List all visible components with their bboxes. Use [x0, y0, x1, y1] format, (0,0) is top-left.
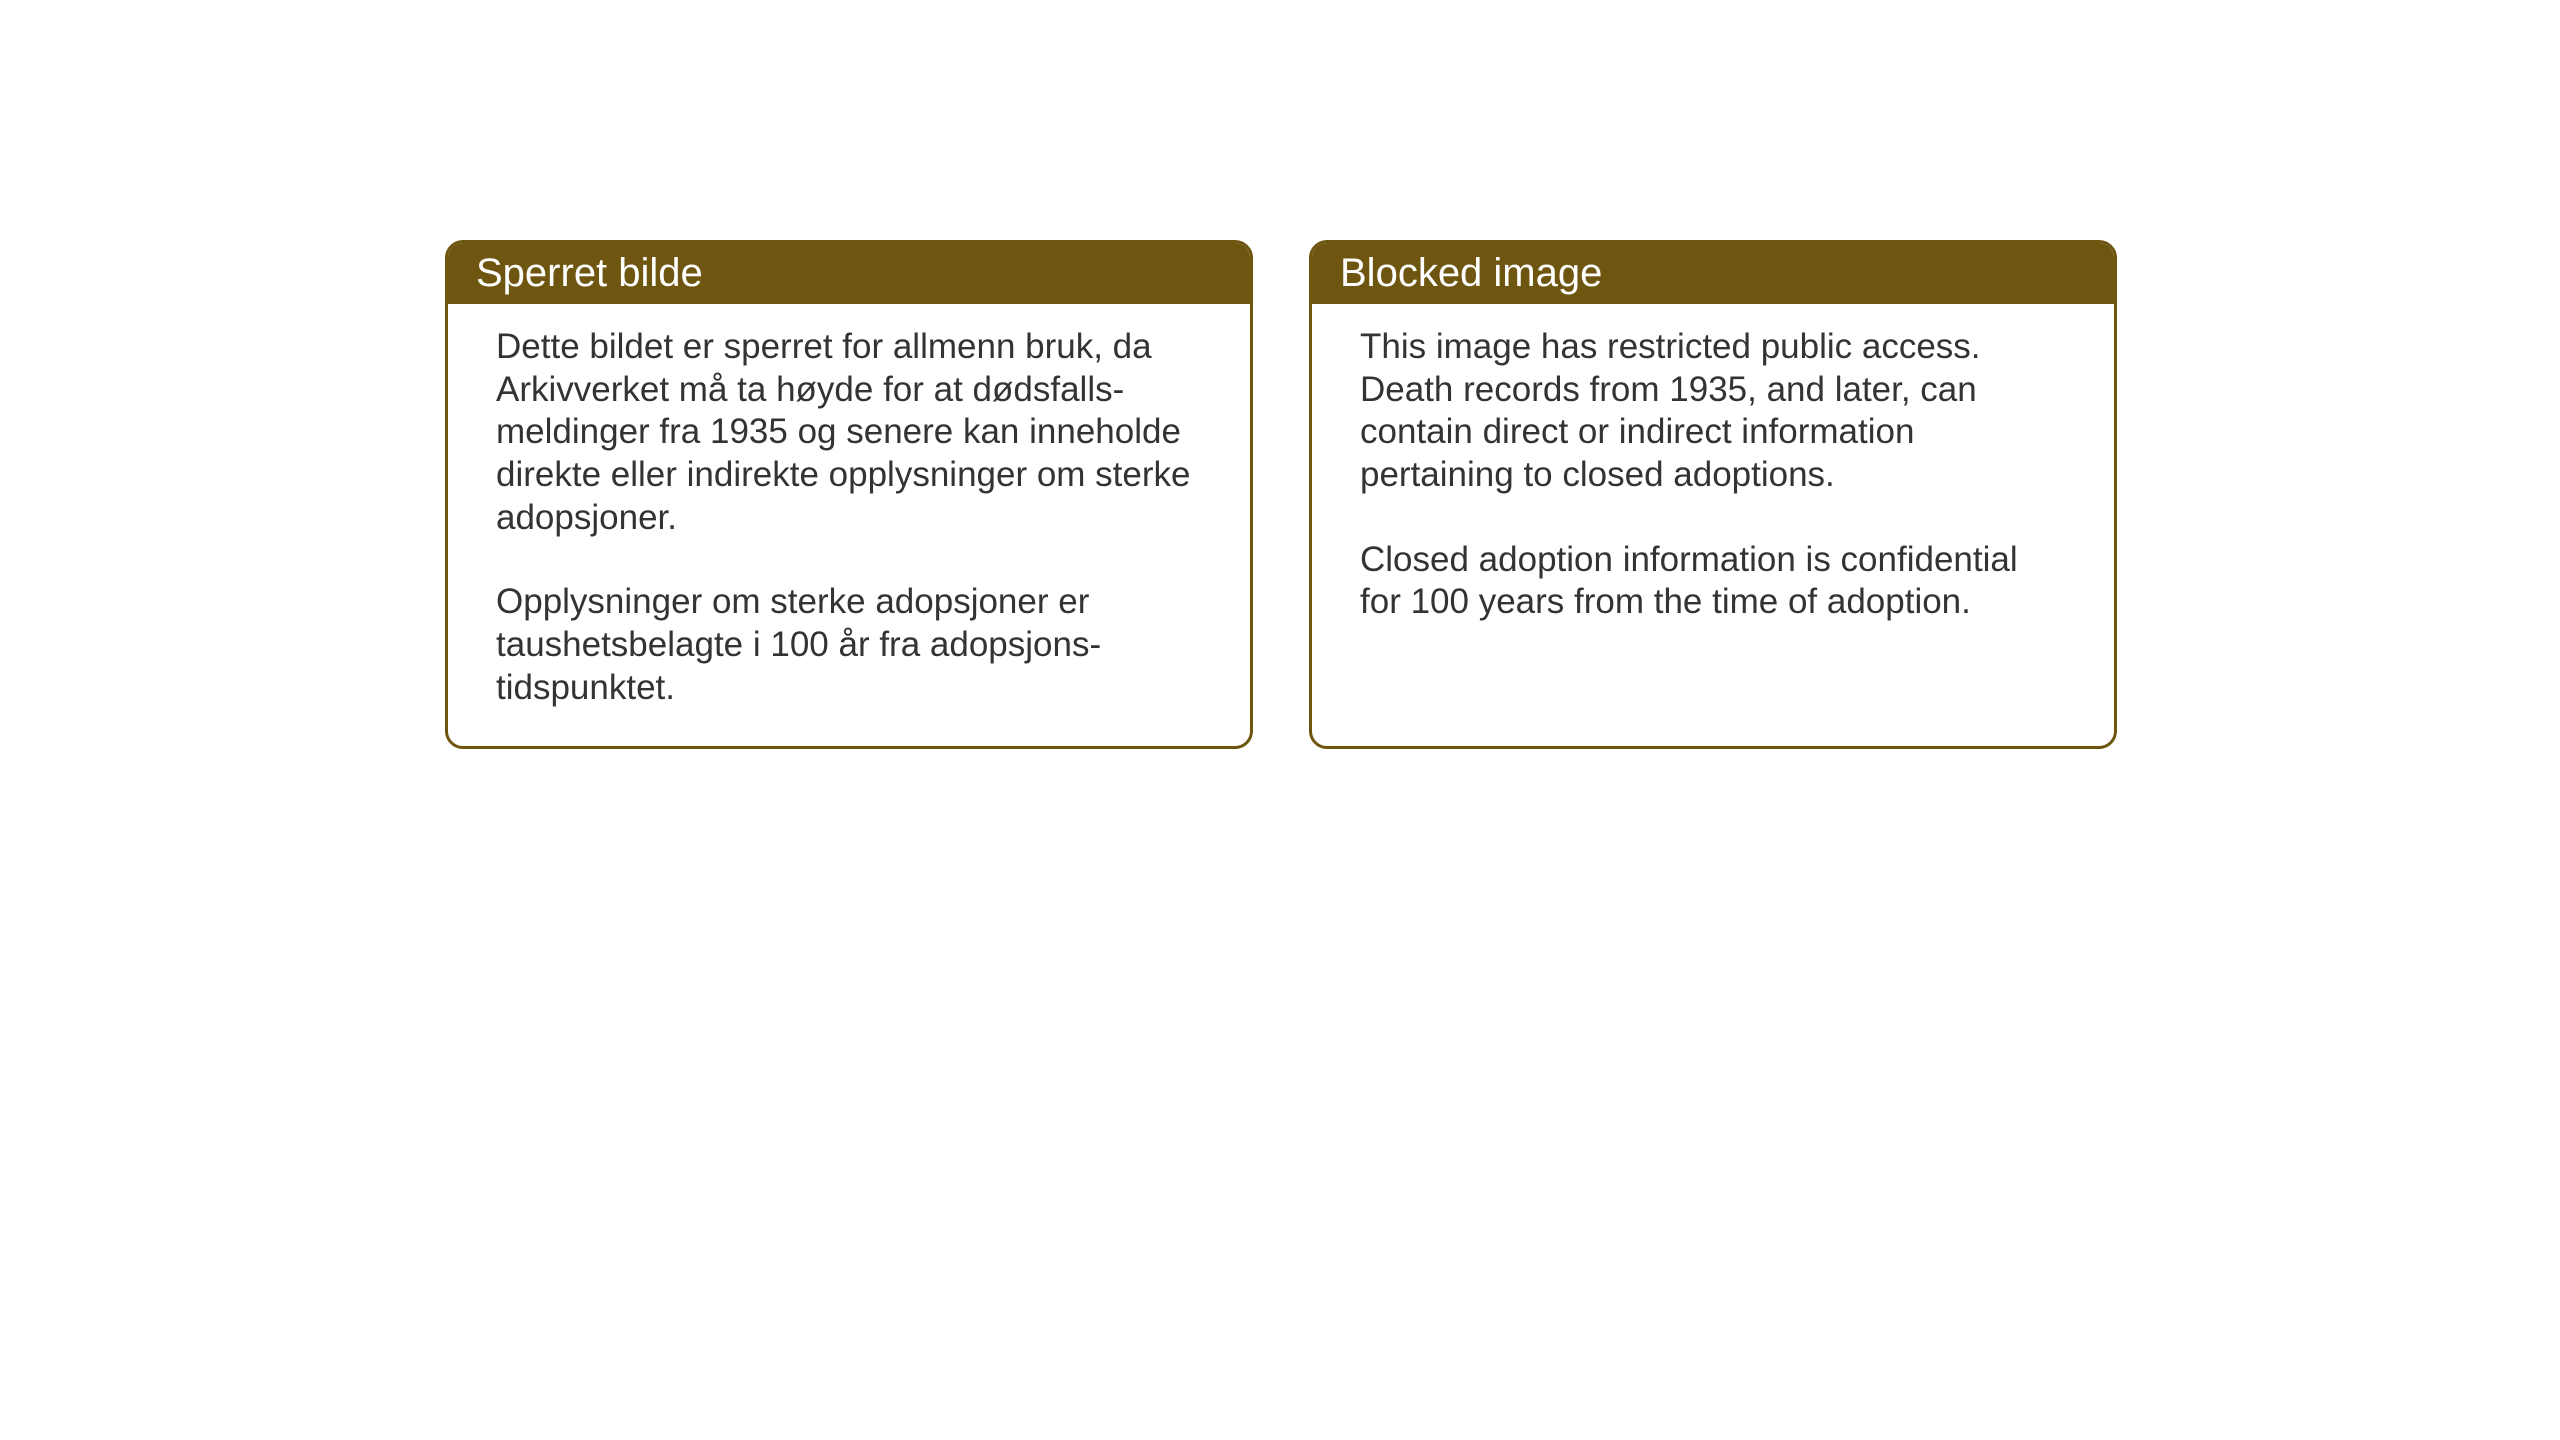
norwegian-card-body: Dette bildet er sperret for allmenn bruk… — [448, 304, 1250, 746]
english-paragraph-2: Closed adoption information is confident… — [1360, 539, 2066, 624]
norwegian-paragraph-2: Opplysninger om sterke adopsjoner er tau… — [496, 581, 1202, 709]
norwegian-notice-card: Sperret bilde Dette bildet er sperret fo… — [445, 240, 1253, 749]
notice-container: Sperret bilde Dette bildet er sperret fo… — [445, 240, 2117, 749]
norwegian-paragraph-1: Dette bildet er sperret for allmenn bruk… — [496, 326, 1202, 539]
norwegian-card-header: Sperret bilde — [448, 243, 1250, 304]
english-card-header: Blocked image — [1312, 243, 2114, 304]
norwegian-card-title: Sperret bilde — [476, 251, 703, 295]
english-card-title: Blocked image — [1340, 251, 1602, 295]
english-paragraph-1: This image has restricted public access.… — [1360, 326, 2066, 497]
english-card-body: This image has restricted public access.… — [1312, 304, 2114, 744]
english-notice-card: Blocked image This image has restricted … — [1309, 240, 2117, 749]
